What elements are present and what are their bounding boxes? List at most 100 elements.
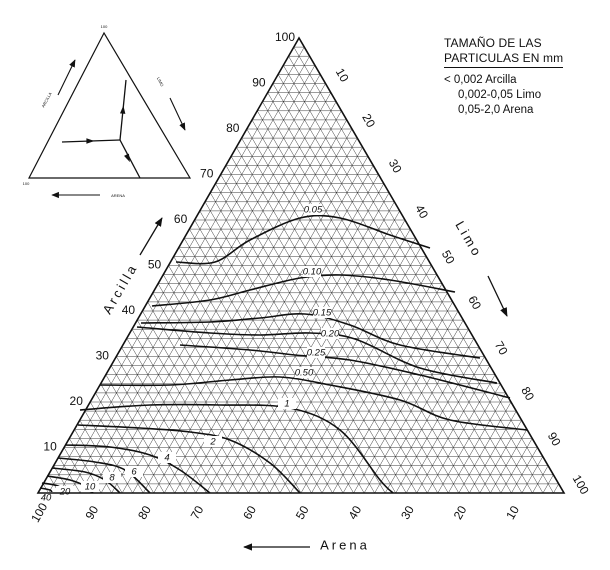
contour-line-8 bbox=[51, 467, 121, 494]
axis-label-arena: Arena bbox=[320, 537, 370, 552]
contour-label-bg bbox=[125, 466, 143, 477]
frame-layer bbox=[36, 36, 566, 494]
inset-limo-arrow bbox=[169, 97, 186, 131]
contour-label: 8 bbox=[109, 473, 115, 484]
inset-label-limo: LIMO bbox=[156, 76, 165, 87]
contour-label: 0.10 bbox=[303, 267, 322, 278]
tick-left-100: 100 bbox=[275, 30, 295, 44]
inset-top-mark: 100 bbox=[101, 24, 108, 29]
inset-label-arcilla: ARCILLA bbox=[40, 91, 52, 108]
tick-left-50: 50 bbox=[148, 258, 162, 272]
contour-line-0-20 bbox=[136, 326, 498, 384]
contour-label-bg bbox=[103, 472, 121, 483]
tick-right-100: 100 bbox=[570, 472, 592, 497]
tick-bottom-100: 100 bbox=[28, 500, 50, 525]
legend-title-line1: TAMAÑO DE LAS bbox=[444, 36, 542, 50]
contour-label-bg bbox=[313, 307, 331, 318]
tick-right-70: 70 bbox=[492, 339, 511, 358]
contour-label: 0.50 bbox=[295, 368, 314, 379]
tick-right-30: 30 bbox=[386, 157, 405, 176]
contour-label-bg bbox=[56, 486, 74, 497]
tick-left-40: 40 bbox=[122, 303, 136, 317]
contour-label-bg bbox=[321, 328, 339, 339]
limo-arrow bbox=[487, 275, 508, 317]
tick-right-50: 50 bbox=[439, 248, 458, 267]
tick-left-60: 60 bbox=[174, 212, 188, 226]
inset-arrow-left-icon bbox=[86, 138, 95, 144]
contour-label: 10 bbox=[85, 482, 96, 493]
contour-label: 4 bbox=[164, 453, 169, 464]
contour-label-bg bbox=[278, 398, 296, 409]
axis-label-limo: Limo bbox=[452, 218, 485, 260]
tick-right-80: 80 bbox=[518, 384, 537, 403]
tick-bottom-50: 50 bbox=[293, 503, 312, 522]
inset-line-bottom bbox=[119, 139, 141, 179]
contour-line-2 bbox=[77, 424, 301, 494]
legend-item-clay: < 0,002 Arcilla bbox=[444, 74, 517, 86]
legend-item-silt: 0,002-0,05 Limo bbox=[458, 89, 542, 101]
legend-title-line2: PARTICULAS EN mm bbox=[444, 51, 564, 68]
contour-label: 2 bbox=[209, 437, 216, 448]
tick-bottom-90: 90 bbox=[82, 503, 101, 522]
inset-layer: 100 100 ARCILLA LIMO ARENA bbox=[23, 24, 192, 199]
contour-label-bg bbox=[304, 204, 322, 215]
contour-label-bg bbox=[37, 492, 55, 503]
contour-label-bg bbox=[295, 367, 313, 378]
contour-label: 0.25 bbox=[307, 348, 326, 359]
fine-grid bbox=[43, 46, 559, 494]
tick-bottom-30: 30 bbox=[398, 503, 417, 522]
inset-left-mark: 100 bbox=[23, 181, 30, 186]
tick-right-60: 60 bbox=[465, 293, 484, 312]
tick-bottom-20: 20 bbox=[451, 503, 470, 522]
contour-label: 20 bbox=[59, 487, 71, 498]
tick-bottom-40: 40 bbox=[345, 503, 364, 522]
inset-arrow-top-icon bbox=[120, 105, 126, 114]
arcilla-arrow bbox=[139, 217, 163, 256]
tick-right-20: 20 bbox=[359, 111, 378, 130]
tick-left-20: 20 bbox=[70, 394, 84, 408]
tick-left-10: 10 bbox=[43, 440, 57, 454]
contour-line-0-25 bbox=[179, 344, 511, 399]
contour-label-bg bbox=[303, 266, 321, 277]
contour-layer: 0.05 0.10 0.15 0.20 0.25 0.50 1 2 4 6 8 10 20 40 bbox=[37, 204, 528, 504]
contour-line-4 bbox=[64, 444, 211, 494]
tick-bottom-60: 60 bbox=[240, 503, 259, 522]
legend-list: < 0,002 Arcilla 0,002-0,05 Limo 0,05-2,0… bbox=[444, 73, 604, 118]
tick-left-90: 90 bbox=[252, 76, 266, 90]
tick-left-70: 70 bbox=[200, 167, 214, 181]
contour-line-0-10 bbox=[151, 274, 456, 307]
contour-line-0-15 bbox=[140, 312, 481, 359]
inset-arcilla-arrow bbox=[57, 59, 76, 96]
contour-label-bg bbox=[81, 481, 99, 492]
contour-label: 0.20 bbox=[321, 329, 340, 340]
contour-label-bg bbox=[158, 452, 176, 463]
contour-label-bg bbox=[204, 436, 222, 447]
contour-line-0-50 bbox=[99, 376, 528, 431]
ternary-frame bbox=[36, 36, 566, 494]
tick-bottom-70: 70 bbox=[188, 503, 207, 522]
contour-label: 40 bbox=[41, 493, 52, 504]
tick-right-10: 10 bbox=[333, 66, 352, 85]
tick-left-80: 80 bbox=[226, 121, 240, 135]
contour-label: 1 bbox=[284, 399, 289, 410]
contour-label: 0.15 bbox=[313, 308, 332, 319]
inset-label-arena: ARENA bbox=[111, 193, 125, 198]
tick-bottom-10: 10 bbox=[503, 503, 522, 522]
tick-left-30: 30 bbox=[96, 349, 110, 363]
contour-line-0-05 bbox=[175, 214, 431, 265]
contour-line-6 bbox=[57, 457, 151, 494]
contour-label: 0.05 bbox=[304, 205, 323, 216]
contour-label-bg bbox=[307, 347, 325, 358]
tick-right-90: 90 bbox=[545, 430, 564, 449]
grid-layer bbox=[43, 46, 559, 494]
tick-bottom-80: 80 bbox=[135, 503, 154, 522]
contour-label: 6 bbox=[131, 467, 137, 478]
particle-size-legend: TAMAÑO DE LAS PARTICULAS EN mm < 0,002 A… bbox=[444, 36, 604, 118]
inset-triangle bbox=[28, 31, 192, 179]
tick-right-40: 40 bbox=[412, 202, 431, 221]
inset-arrow-bottom-icon bbox=[124, 153, 130, 163]
legend-title: TAMAÑO DE LAS PARTICULAS EN mm bbox=[444, 36, 604, 68]
legend-item-sand: 0,05-2,0 Arena bbox=[458, 104, 534, 116]
